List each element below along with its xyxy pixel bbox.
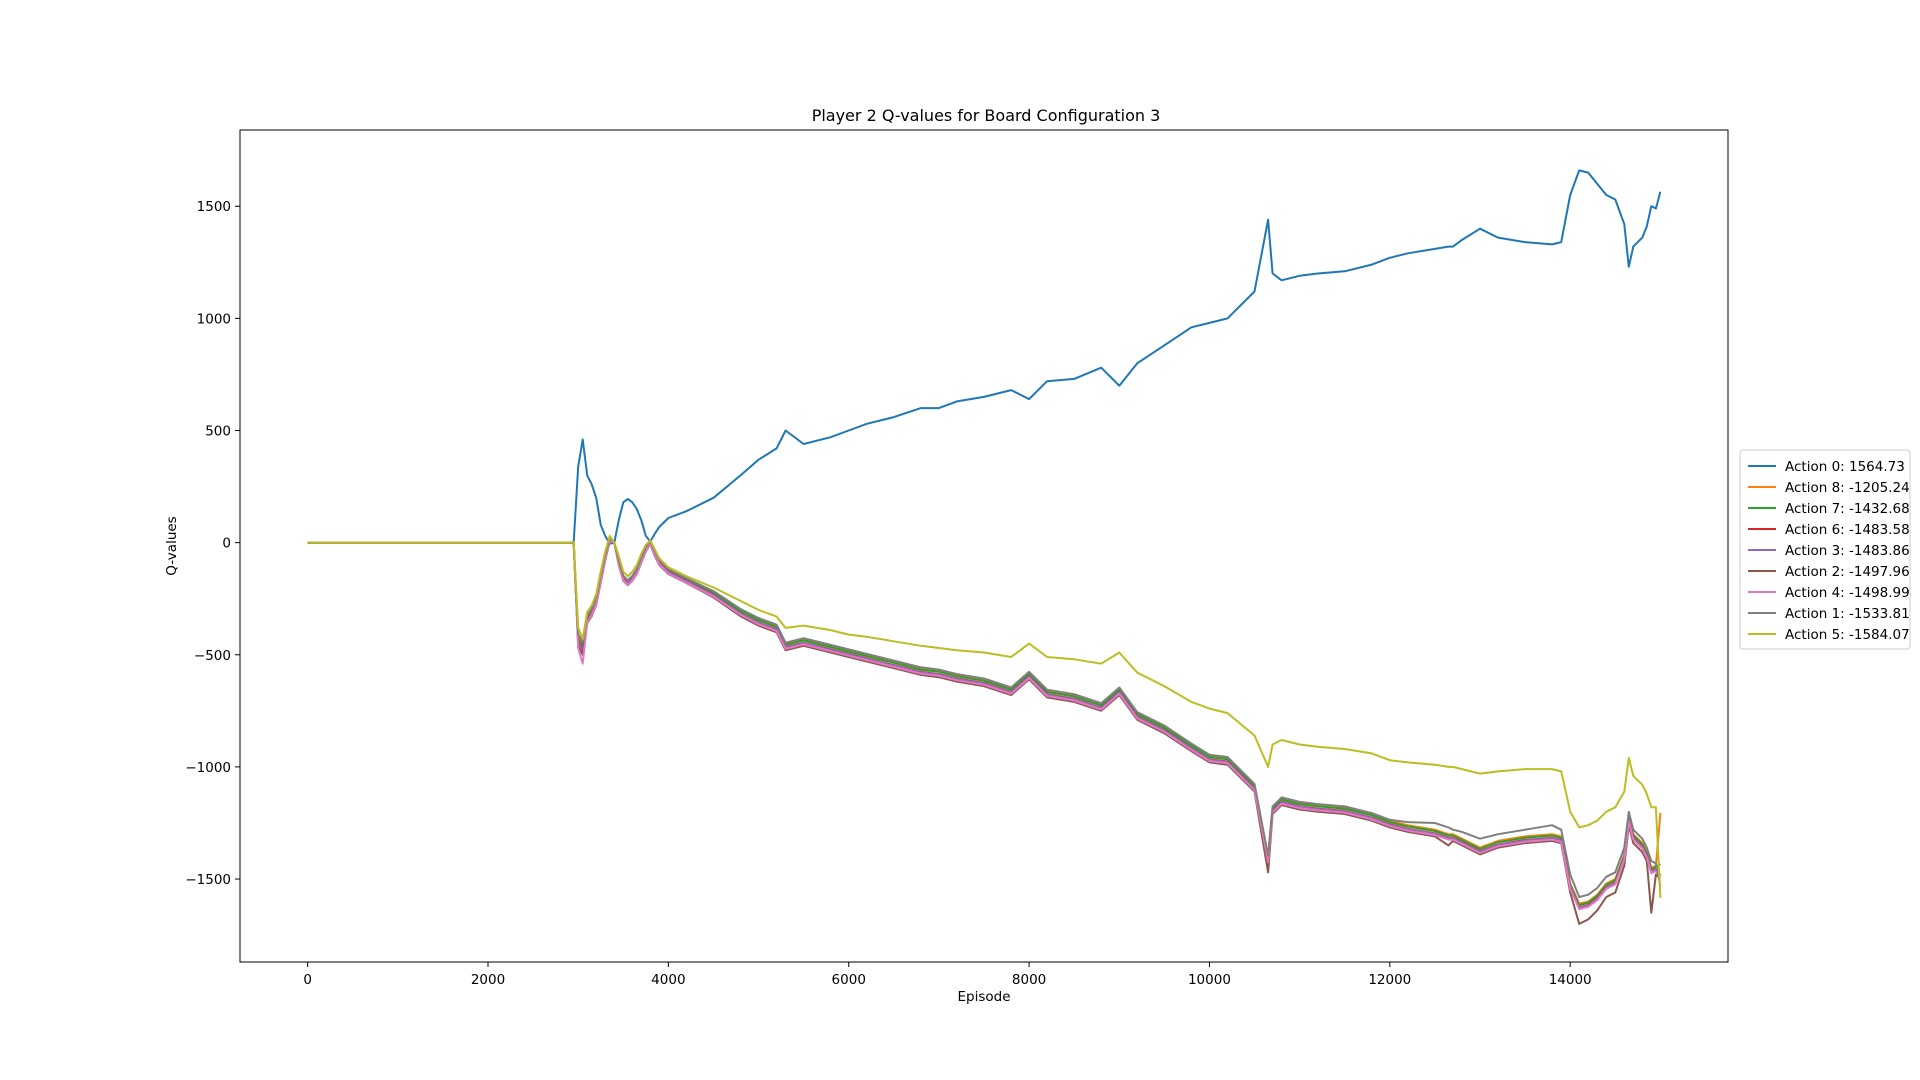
- legend-entry: Action 6: -1483.58: [1785, 522, 1910, 538]
- x-axis: 0 2000 4000 6000 8000 10000 12000 14000: [303, 962, 1592, 988]
- y-tick-label: 1500: [197, 199, 231, 215]
- x-tick-label: 14000: [1549, 972, 1592, 988]
- series-line-7: [307, 536, 1662, 898]
- y-tick-label: −1500: [185, 872, 231, 888]
- chart-title: Player 2 Q-values for Board Configuratio…: [812, 106, 1161, 125]
- legend-entry: Action 4: -1498.99: [1785, 585, 1910, 601]
- series-line-2: [307, 537, 1661, 906]
- legend-entry: Action 1: -1533.81: [1785, 606, 1910, 622]
- series-lines: [307, 169, 1662, 925]
- x-tick-label: 4000: [651, 972, 685, 988]
- x-tick-label: 2000: [471, 972, 505, 988]
- x-tick-label: 8000: [1012, 972, 1046, 988]
- series-line-1: [307, 537, 1662, 905]
- x-tick-label: 0: [303, 972, 312, 988]
- series-line-6: [307, 540, 1662, 911]
- y-tick-label: 1000: [197, 311, 231, 327]
- x-tick-label: 12000: [1368, 972, 1411, 988]
- y-tick-label: −500: [194, 648, 231, 664]
- y-tick-label: 0: [222, 536, 231, 552]
- y-tick-label: −1000: [185, 760, 231, 776]
- legend-entry: Action 8: -1205.24: [1785, 480, 1910, 496]
- legend: Action 0: 1564.73 Action 8: -1205.24 Actio…: [1739, 449, 1911, 650]
- y-axis: −1500 −1000 −500 0 500 1000 1500: [185, 199, 240, 888]
- x-tick-label: 10000: [1188, 972, 1231, 988]
- x-axis-label: Episode: [957, 989, 1010, 1005]
- y-tick-label: 500: [205, 424, 231, 440]
- series-line-5: [307, 540, 1662, 925]
- legend-entry: Action 2: -1497.96: [1785, 564, 1910, 580]
- series-line-4: [307, 539, 1662, 909]
- plot-area-frame: [239, 129, 1729, 963]
- legend-entry: Action 5: -1584.07: [1785, 627, 1910, 643]
- legend-entry: Action 3: -1483.86: [1785, 543, 1910, 559]
- legend-entry: Action 7: -1432.68: [1785, 501, 1910, 517]
- series-line-0: [307, 169, 1662, 545]
- series-line-8: [307, 534, 1662, 898]
- y-axis-label: Q-values: [164, 516, 180, 575]
- legend-frame: [1739, 449, 1911, 650]
- series-line-3: [307, 538, 1662, 909]
- x-tick-label: 6000: [832, 972, 866, 988]
- legend-entry: Action 0: 1564.73: [1785, 459, 1905, 475]
